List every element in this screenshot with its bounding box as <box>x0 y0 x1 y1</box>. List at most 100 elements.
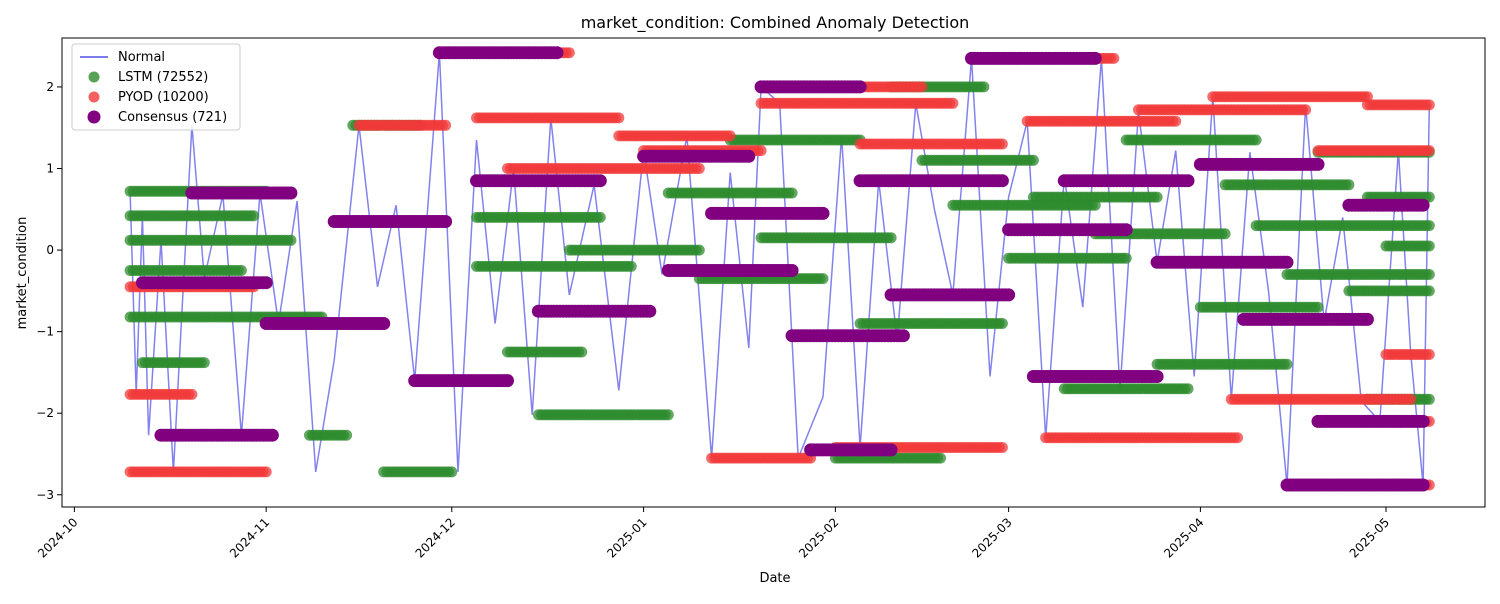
data-point <box>896 329 910 343</box>
data-point <box>1088 51 1102 65</box>
x-tick-label: 2025-05 <box>1347 515 1392 560</box>
data-point <box>1151 191 1163 203</box>
data-point <box>1250 134 1262 146</box>
data-point <box>916 81 928 93</box>
data-point <box>1416 198 1430 212</box>
y-axis-label: market_condition <box>15 217 30 330</box>
data-point <box>1423 240 1435 252</box>
data-point <box>377 317 391 330</box>
data-point <box>594 211 606 223</box>
data-point <box>1423 349 1435 360</box>
data-point <box>1416 478 1430 492</box>
data-point <box>785 264 799 277</box>
data-point <box>1423 393 1435 405</box>
data-point <box>755 145 767 157</box>
data-point <box>1170 115 1182 127</box>
data-point <box>1219 228 1231 240</box>
data-point <box>186 388 198 400</box>
data-point <box>593 174 607 188</box>
data-point <box>1343 179 1355 191</box>
data-point <box>995 174 1009 188</box>
data-point <box>853 80 867 94</box>
y-tick-label: 1 <box>46 162 54 176</box>
plot-frame <box>61 37 1486 508</box>
data-point <box>693 244 705 256</box>
legend: Normal LSTM (72552) PYOD (10200) Consensus … <box>71 43 241 131</box>
plot-area <box>124 46 1435 492</box>
data-point <box>1311 157 1325 171</box>
data-point <box>1280 255 1294 269</box>
data-point <box>724 130 736 142</box>
data-point <box>1423 99 1435 111</box>
data-point <box>996 318 1008 329</box>
data-point <box>662 409 674 421</box>
data-point <box>501 374 514 388</box>
data-point <box>1300 104 1312 116</box>
x-axis-label: Date <box>759 571 790 586</box>
y-tick-label: −1 <box>36 325 54 339</box>
data-point <box>1120 252 1132 264</box>
data-point <box>563 47 575 59</box>
x-tick-label: 2025-03 <box>969 515 1014 560</box>
data-point <box>576 346 588 358</box>
data-point <box>742 149 756 163</box>
x-tick-label: 2025-02 <box>796 515 841 560</box>
data-point <box>248 210 260 222</box>
data-point <box>786 187 798 199</box>
data-point <box>1232 432 1243 444</box>
data-point <box>884 443 898 457</box>
x-tick-label: 2025-01 <box>604 515 649 560</box>
data-point <box>978 81 990 93</box>
data-point <box>260 466 272 478</box>
data-point <box>1182 383 1194 395</box>
legend-box <box>71 43 241 131</box>
legend-entry: Normal <box>80 50 165 65</box>
data-point <box>198 357 210 369</box>
data-point <box>259 276 273 290</box>
legend-swatch <box>88 71 100 83</box>
data-point <box>935 452 946 464</box>
data-point <box>693 163 705 174</box>
data-point <box>1405 393 1417 405</box>
data-point <box>284 186 298 200</box>
legend-label: PYOD (10200) <box>118 90 209 105</box>
data-point <box>1423 269 1435 280</box>
data-point <box>440 119 452 131</box>
data-point <box>996 442 1008 453</box>
x-tick-label: 2025-04 <box>1161 515 1206 560</box>
data-point <box>341 429 353 441</box>
data-point <box>265 428 279 442</box>
legend-entry: PYOD (10200) <box>88 90 209 105</box>
y-tick-label: 2 <box>46 80 54 94</box>
data-point <box>816 206 830 220</box>
legend-label: Consensus (721) <box>118 110 227 125</box>
data-point <box>1150 370 1164 383</box>
chart-title: market_condition: Combined Anomaly Detec… <box>581 13 970 33</box>
legend-label: LSTM (72552) <box>118 70 208 85</box>
data-point <box>550 46 564 60</box>
data-point <box>1002 288 1016 302</box>
data-point <box>1027 154 1039 166</box>
x-tick-label: 2024-12 <box>413 515 458 560</box>
data-point <box>1108 52 1120 64</box>
legend-label: Normal <box>118 50 165 65</box>
data-point <box>885 232 897 244</box>
data-point <box>439 215 453 228</box>
y-tick-label: −3 <box>36 488 54 502</box>
legend-swatch <box>88 91 100 103</box>
y-tick-label: −2 <box>36 406 54 420</box>
data-point <box>1281 358 1293 370</box>
legend-entry: LSTM (72552) <box>88 70 208 85</box>
data-point <box>446 466 458 478</box>
y-tick-label: 0 <box>46 243 54 257</box>
data-point <box>996 138 1008 150</box>
data-point <box>1312 301 1324 313</box>
data-point <box>235 265 247 276</box>
data-point <box>643 304 657 318</box>
data-point <box>1360 312 1374 326</box>
legend-entry: Consensus (721) <box>87 110 227 125</box>
series-consensus <box>135 46 1430 492</box>
x-tick-label: 2024-11 <box>227 515 272 560</box>
